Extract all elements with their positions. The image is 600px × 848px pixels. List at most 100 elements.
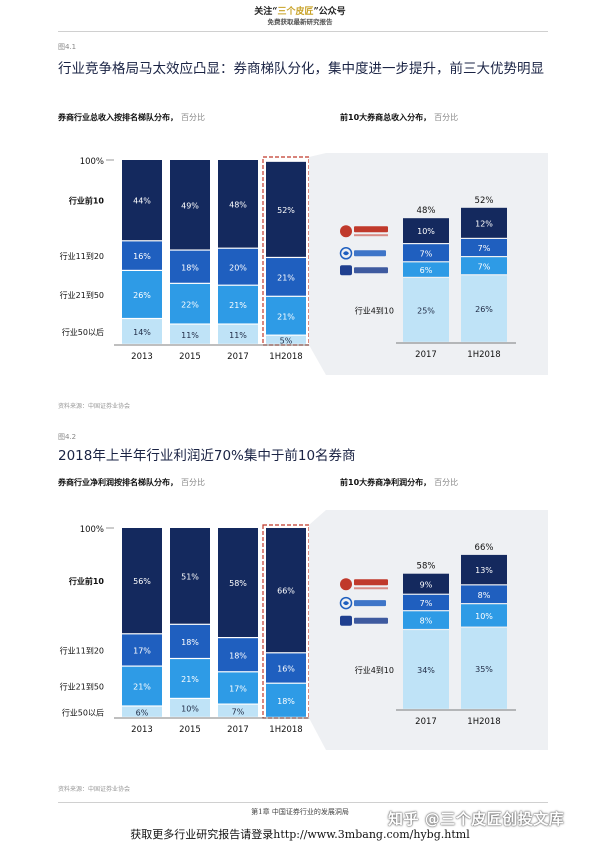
bar-segment [461,239,507,256]
header-subtitle: 免费获取最新研究报告 [267,18,333,26]
bar-value-label: 17% [229,685,247,694]
bar-segment [266,258,306,296]
bar-segment [461,257,507,275]
bar-value-label: 18% [181,263,199,272]
bar-value-label: 18% [277,697,295,706]
series-label: 行业4到10 [355,306,394,316]
brand-guotai-junan-logo [340,265,388,276]
bar-value-label: 12% [475,219,493,228]
x-category-label: 1H2018 [467,717,500,727]
header-divider [58,31,548,32]
brand-citic-securities-logo [340,225,388,238]
series-label: 行业21到50 [60,290,104,300]
bar-segment [218,160,258,248]
haitong-wordmark-shape [354,600,386,607]
brand-guotai-junan-logo [340,615,388,626]
bar-segment [218,672,258,704]
bar-value-label: 18% [229,651,247,660]
bar-segment [122,634,162,666]
bar-value-label: 9% [420,580,433,589]
figure-2-left-chart-title: 券商行业净利润按排名梯队分布， 百分比 [58,478,205,487]
x-category-label: 2013 [131,725,153,735]
bar-segment [403,630,449,709]
bar-total-label: 66% [475,543,494,553]
haitong-mark-icon [339,247,353,260]
bar-value-label: 66% [277,587,295,596]
series-label: 行业50以后 [62,707,104,717]
bar-segment [266,335,306,344]
series-label: 行业21到50 [60,682,104,692]
bar-value-label: 56% [133,577,151,586]
bar-segment [170,624,210,658]
bar-segment [461,554,507,585]
bar-segment [403,594,449,611]
bar-value-label: 6% [136,708,149,717]
x-category-label: 2017 [227,352,249,362]
x-category-label: 2015 [179,352,201,362]
bar-segment [403,573,449,594]
bar-value-label: 22% [181,300,199,309]
bar-value-label: 8% [420,617,433,626]
bar-value-label: 44% [133,197,151,206]
guotai-mark-icon [340,265,352,276]
bar-value-label: 18% [181,638,199,647]
bar-segment [170,528,210,624]
bar-value-label: 10% [417,227,435,236]
bar-segment [403,278,449,342]
zoom-connector [309,153,326,375]
guotai-wordmark-shape [354,267,388,274]
x-category-label: 2017 [415,350,437,360]
guotai-wordmark-shape [354,617,388,624]
bar-segment [170,160,210,250]
bar-value-label: 52% [277,206,295,215]
bar-value-label: 34% [417,666,435,675]
bar-segment [170,699,210,717]
x-category-label: 2015 [179,725,201,735]
axis-top-label: 100% [80,157,104,167]
bar-segment [218,324,258,344]
series-label: 行业前10 [68,576,105,586]
bar-value-label: 7% [420,249,433,258]
bar-segment [122,241,162,270]
series-label: 行业11到20 [60,251,104,261]
bar-segment [218,704,258,717]
bar-segment [122,528,162,634]
bar-segment [122,271,162,318]
bar-value-label: 7% [420,599,433,608]
bar-value-label: 13% [475,566,493,575]
bar-segment [122,706,162,717]
footer-divider [58,802,548,803]
bar-value-label: 16% [277,665,295,674]
bar-segment [403,262,449,277]
x-category-label: 2017 [415,717,437,727]
figure-2-label: 图4.2 [58,433,77,441]
bar-value-label: 7% [478,244,491,253]
bar-segment [170,659,210,698]
bar-segment [403,611,449,629]
citic-wordmark-shape [354,579,388,586]
x-category-label: 2013 [131,352,153,362]
bar-value-label: 26% [133,291,151,300]
zhihu-watermark: 知乎 @三个皮匠创投文库 [388,810,565,828]
bar-value-label: 11% [181,331,199,340]
bar-segment [266,528,306,653]
x-category-label: 1H2018 [269,725,302,735]
bar-segment [122,666,162,706]
bar-segment [461,604,507,627]
series-label: 行业4到10 [355,665,394,675]
bar-segment [461,275,507,342]
citic-wordmark-shape [354,226,388,233]
bar-segment [461,627,507,709]
haitong-wave-icon [343,251,349,256]
haitong-wordmark-shape [354,250,386,257]
bar-segment [170,324,210,344]
header-promo: 关注“三个皮匠”公众号 [254,7,346,17]
footer-notice: 获取更多行业研究报告请登录http://www.3mbang.com/hybg.… [130,828,470,841]
series-label: 行业50以后 [62,327,104,337]
footer-chapter: 第1章 中国证券行业的发展洞局 [251,808,349,816]
bar-segment [218,285,258,324]
bar-value-label: 21% [277,273,295,282]
x-category-label: 1H2018 [467,350,500,360]
figure-1-title: 行业竞争格局马太效应凸显：券商梯队分化，集中度进一步提升，前三大优势明显 [58,61,544,77]
